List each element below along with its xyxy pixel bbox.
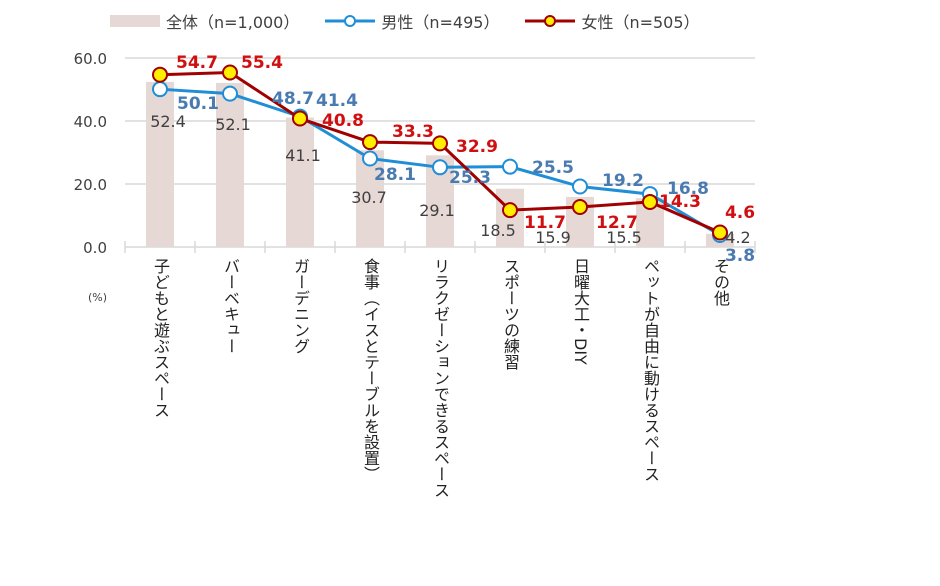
data-label: 48.7 <box>272 89 314 109</box>
legend: 全体（n=1,000） 男性（n=495） 女性（n=505） <box>110 9 700 33</box>
data-point <box>292 110 308 127</box>
legend-bar-swatch <box>110 15 160 27</box>
data-label: 14.3 <box>659 192 701 212</box>
data-point <box>502 202 518 219</box>
data-label: 32.9 <box>456 137 498 157</box>
data-label: 55.4 <box>241 53 283 73</box>
data-point <box>222 64 238 81</box>
data-label: 15.5 <box>606 228 642 247</box>
x-tick-label: その他 <box>711 258 730 306</box>
legend-item-female: 女性（n=505） <box>525 9 700 33</box>
data-label: 16.8 <box>667 179 709 199</box>
data-label: 50.1 <box>177 94 219 114</box>
x-tick-label: ガーデニング <box>291 258 310 354</box>
legend-item-male: 男性（n=495） <box>325 9 499 33</box>
legend-label: 男性（n=495） <box>381 13 500 32</box>
legend-item-overall: 全体（n=1,000） <box>110 9 299 33</box>
bar <box>216 82 244 247</box>
data-label: 25.5 <box>532 158 574 178</box>
x-tick-label: 子どもと遊ぶスペース <box>151 258 170 418</box>
data-label: 40.8 <box>322 111 364 131</box>
legend-label: 女性（n=505） <box>581 13 700 32</box>
x-tick-label: リラクゼーションできるスペース <box>431 258 450 498</box>
legend-line-swatch <box>325 15 376 27</box>
data-point <box>362 150 378 167</box>
data-label: 25.3 <box>449 168 491 188</box>
data-point <box>502 158 518 175</box>
data-point <box>572 178 588 195</box>
data-label: 33.3 <box>392 122 434 142</box>
data-point <box>712 224 728 241</box>
data-label: 11.7 <box>524 213 566 233</box>
data-label: 29.1 <box>419 201 455 220</box>
data-label: 4.2 <box>725 228 750 247</box>
data-label: 52.4 <box>150 112 186 131</box>
y-tick-label: 60.0 <box>74 50 107 68</box>
x-tick-label: スポーツの練習 <box>501 258 520 370</box>
data-label: 19.2 <box>602 171 644 191</box>
y-tick-label: 0.0 <box>83 239 107 257</box>
unit-label: (%) <box>88 291 108 304</box>
data-label: 15.9 <box>535 228 571 247</box>
data-point <box>152 66 168 83</box>
data-point <box>362 134 378 151</box>
data-label: 12.7 <box>596 213 638 233</box>
data-label: 52.1 <box>215 115 251 134</box>
y-tick-label: 40.0 <box>74 113 107 131</box>
data-point <box>222 85 238 102</box>
x-tick-label: 食事（イスとテーブルを設置） <box>361 258 380 482</box>
data-label: 18.5 <box>480 221 516 240</box>
bar <box>146 81 174 247</box>
bar <box>286 117 314 247</box>
legend-label: 全体（n=1,000） <box>166 13 300 32</box>
data-label: 28.1 <box>374 165 416 185</box>
y-tick-label: 20.0 <box>74 176 107 194</box>
data-point <box>572 198 588 215</box>
data-point <box>152 81 168 98</box>
data-label: 30.7 <box>351 188 387 207</box>
data-label: 41.4 <box>316 91 358 111</box>
x-tick-label: 日曜大工・DIY <box>571 258 590 365</box>
data-label: 54.7 <box>176 53 218 73</box>
data-point <box>432 135 448 152</box>
data-point <box>432 159 448 176</box>
legend-line-swatch <box>525 15 576 27</box>
x-tick-label: ペットが自由に動けるスペース <box>641 258 660 482</box>
data-label: 41.1 <box>285 146 321 165</box>
data-label: 3.8 <box>725 246 755 266</box>
data-label: 4.6 <box>725 203 755 223</box>
x-tick-label: バーベキュー <box>221 258 240 354</box>
data-point <box>642 193 658 210</box>
